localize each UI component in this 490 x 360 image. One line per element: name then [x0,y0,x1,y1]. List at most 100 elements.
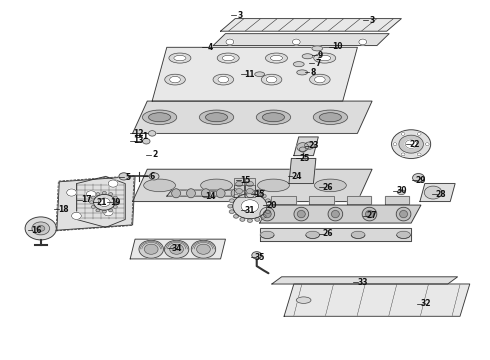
Circle shape [252,252,262,259]
Ellipse shape [314,53,336,63]
Text: 14: 14 [205,192,216,201]
Circle shape [196,244,210,254]
Ellipse shape [313,110,347,125]
Ellipse shape [294,62,304,67]
Circle shape [305,142,315,149]
Circle shape [266,199,270,202]
Text: 32: 32 [420,299,431,308]
Circle shape [102,210,106,213]
Text: 21: 21 [97,198,107,207]
Ellipse shape [266,53,288,63]
Circle shape [266,210,270,213]
Ellipse shape [315,76,325,83]
Polygon shape [130,239,225,259]
Circle shape [67,189,76,196]
Text: 10: 10 [333,42,343,51]
Text: 26: 26 [323,183,333,192]
Ellipse shape [165,74,185,85]
Circle shape [109,193,113,195]
Polygon shape [245,185,255,197]
Circle shape [94,194,115,210]
Circle shape [293,39,300,45]
Polygon shape [245,178,255,190]
Circle shape [115,201,119,204]
Text: 35: 35 [254,253,265,262]
Circle shape [236,181,243,186]
Circle shape [164,240,189,258]
Ellipse shape [217,53,239,63]
Circle shape [103,209,113,216]
Circle shape [113,196,117,199]
Ellipse shape [263,211,271,218]
Polygon shape [260,228,411,241]
Circle shape [91,206,95,208]
Circle shape [234,215,239,218]
Ellipse shape [294,207,309,221]
Ellipse shape [297,211,305,218]
Text: 6: 6 [149,172,155,181]
Text: 2: 2 [152,150,157,159]
Polygon shape [57,176,135,230]
Ellipse shape [397,231,411,238]
Text: 9: 9 [318,51,323,60]
Circle shape [37,226,45,231]
Ellipse shape [270,55,283,61]
Circle shape [96,209,100,212]
Ellipse shape [199,110,234,125]
Ellipse shape [312,46,323,51]
Text: 11: 11 [245,70,255,79]
Ellipse shape [169,53,191,63]
Circle shape [234,194,239,198]
Circle shape [113,206,117,208]
Circle shape [32,222,49,235]
Ellipse shape [255,72,265,77]
Text: 23: 23 [308,141,318,150]
Text: 31: 31 [245,206,255,215]
Text: 3: 3 [238,10,243,19]
Circle shape [228,204,233,208]
Text: 28: 28 [435,190,446,199]
Text: 4: 4 [208,43,214,52]
Polygon shape [309,197,334,204]
Text: 16: 16 [31,226,42,235]
Polygon shape [234,178,244,190]
Ellipse shape [266,76,277,83]
Circle shape [25,217,56,240]
Circle shape [417,132,421,135]
Text: 19: 19 [110,198,121,207]
Circle shape [149,173,159,180]
Ellipse shape [296,297,311,303]
Ellipse shape [256,110,291,125]
Circle shape [255,191,260,195]
Text: 25: 25 [299,154,310,163]
Ellipse shape [187,189,196,198]
Ellipse shape [351,231,365,238]
Ellipse shape [174,55,186,61]
Polygon shape [260,205,421,223]
Text: 27: 27 [367,211,377,220]
Ellipse shape [200,179,232,192]
Polygon shape [289,158,316,184]
Text: 13: 13 [133,136,144,145]
Text: 3: 3 [369,16,375,25]
Ellipse shape [319,113,342,122]
Ellipse shape [201,189,210,198]
Circle shape [401,153,405,156]
Polygon shape [213,34,389,45]
Ellipse shape [366,211,373,218]
Circle shape [86,191,96,198]
Ellipse shape [216,189,225,198]
Polygon shape [234,185,244,197]
Ellipse shape [172,189,180,198]
Text: 26: 26 [323,229,333,238]
Polygon shape [152,47,357,101]
Polygon shape [272,277,458,284]
Circle shape [226,39,234,45]
Ellipse shape [170,76,180,83]
Ellipse shape [310,74,330,85]
Ellipse shape [260,231,274,238]
Text: 24: 24 [291,172,301,181]
Circle shape [247,190,252,194]
Polygon shape [167,190,265,196]
Ellipse shape [318,55,331,61]
